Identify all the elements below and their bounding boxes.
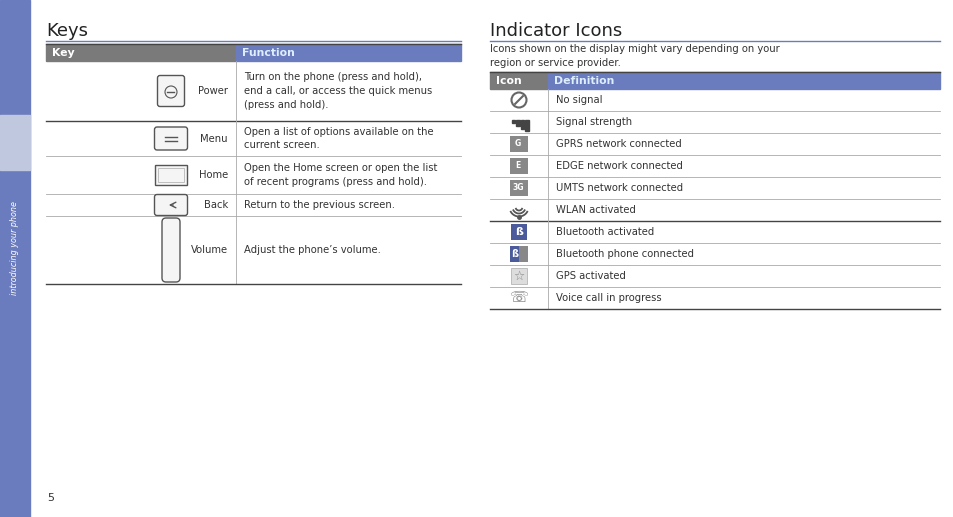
Text: Back: Back <box>204 200 228 210</box>
Bar <box>158 168 184 182</box>
Bar <box>235 44 460 61</box>
Text: GPRS network connected: GPRS network connected <box>556 139 681 149</box>
Text: 5: 5 <box>47 493 54 503</box>
Bar <box>512 120 515 123</box>
Text: Indicator Icons: Indicator Icons <box>490 22 621 40</box>
Bar <box>510 158 527 174</box>
Bar <box>0 0 30 517</box>
Text: Keys: Keys <box>46 22 88 40</box>
Bar <box>510 180 527 196</box>
Text: EDGE network connected: EDGE network connected <box>556 161 682 171</box>
Bar <box>511 224 526 240</box>
Bar <box>525 120 529 131</box>
Text: Key: Key <box>52 48 74 57</box>
Bar <box>547 72 939 89</box>
Text: Signal strength: Signal strength <box>556 117 632 127</box>
Bar <box>46 44 235 61</box>
Bar <box>520 120 524 129</box>
Bar <box>154 165 187 185</box>
Text: No signal: No signal <box>556 95 602 105</box>
Text: GPS activated: GPS activated <box>556 271 625 281</box>
Text: Bluetooth activated: Bluetooth activated <box>556 227 654 237</box>
Text: Return to the previous screen.: Return to the previous screen. <box>244 200 395 210</box>
Bar <box>510 246 518 262</box>
FancyBboxPatch shape <box>154 194 188 216</box>
Bar <box>511 268 526 284</box>
Text: Turn on the phone (press and hold),
end a call, or access the quick menus
(press: Turn on the phone (press and hold), end … <box>244 72 432 110</box>
Text: ☏: ☏ <box>509 291 528 306</box>
Text: Volume: Volume <box>191 245 228 255</box>
Text: Power: Power <box>198 86 228 96</box>
Text: E: E <box>515 160 520 170</box>
Bar <box>510 246 527 262</box>
Text: ☆: ☆ <box>513 269 524 282</box>
Text: ß: ß <box>515 227 522 237</box>
Text: Adjust the phone’s volume.: Adjust the phone’s volume. <box>244 245 380 255</box>
Text: WLAN activated: WLAN activated <box>556 205 636 215</box>
Text: Voice call in progress: Voice call in progress <box>556 293 661 303</box>
Text: Home: Home <box>198 170 228 180</box>
FancyBboxPatch shape <box>154 127 188 150</box>
Text: UMTS network connected: UMTS network connected <box>556 183 682 193</box>
Text: Icon: Icon <box>496 75 521 85</box>
Text: Icons shown on the display might vary depending on your
region or service provid: Icons shown on the display might vary de… <box>490 44 779 68</box>
Bar <box>510 136 527 152</box>
Bar <box>516 120 519 126</box>
Text: Definition: Definition <box>554 75 614 85</box>
Text: Bluetooth phone connected: Bluetooth phone connected <box>556 249 693 259</box>
Text: Open the Home screen or open the list
of recent programs (press and hold).: Open the Home screen or open the list of… <box>244 163 436 187</box>
Text: ß: ß <box>511 249 518 259</box>
Bar <box>0 115 30 170</box>
Text: introducing your phone: introducing your phone <box>10 201 19 295</box>
Bar <box>490 72 547 89</box>
Text: Function: Function <box>242 48 294 57</box>
Text: G: G <box>515 139 520 147</box>
FancyBboxPatch shape <box>157 75 184 107</box>
Text: Menu: Menu <box>200 133 228 144</box>
Text: Open a list of options available on the
current screen.: Open a list of options available on the … <box>244 127 434 150</box>
Text: 3G: 3G <box>512 183 523 191</box>
FancyBboxPatch shape <box>162 218 180 282</box>
